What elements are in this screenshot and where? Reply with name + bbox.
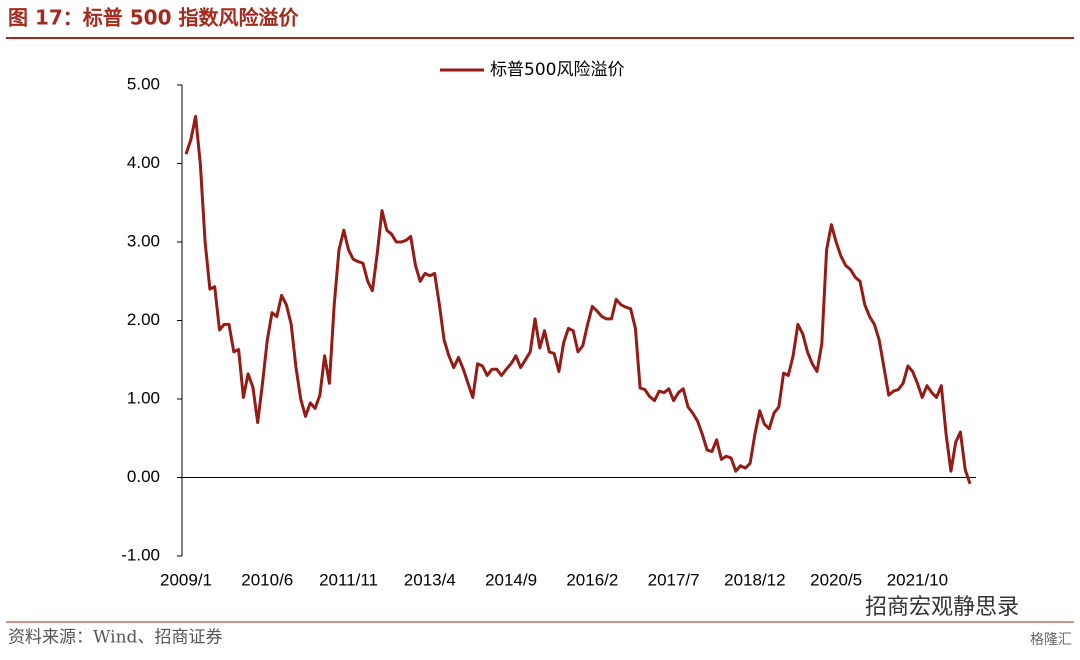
- y-tick-label: 5.00: [127, 74, 160, 93]
- y-tick-label: 0.00: [127, 467, 160, 486]
- legend-label: 标普500风险溢价: [490, 60, 624, 80]
- x-tick-label: 2021/10: [887, 570, 948, 589]
- x-tick-label: 2020/5: [810, 570, 862, 589]
- x-tick-label: 2011/11: [319, 570, 378, 589]
- logo: 格隆汇: [1030, 632, 1072, 648]
- y-tick-label: -1.00: [121, 545, 160, 564]
- x-tick-label: 2018/12: [724, 570, 785, 589]
- x-tick-label: 2013/4: [404, 570, 456, 589]
- series-line: [184, 114, 972, 485]
- y-tick-label: 2.00: [127, 310, 160, 329]
- x-tick-label: 2014/9: [485, 570, 537, 589]
- y-tick-label: 4.00: [127, 153, 160, 172]
- y-tick-label: 1.00: [127, 388, 160, 407]
- y-tick-label: 3.00: [127, 231, 160, 250]
- source-note: 资料来源：Wind、招商证券: [8, 628, 222, 648]
- chart-title: 图 17：标普 500 指数风险溢价: [8, 6, 299, 30]
- watermark: 招商宏观静思录: [865, 595, 1019, 620]
- x-tick-label: 2017/7: [648, 570, 700, 589]
- x-tick-label: 2009/1: [160, 570, 212, 589]
- x-tick-label: 2010/6: [241, 570, 293, 589]
- x-tick-label: 2016/2: [566, 570, 618, 589]
